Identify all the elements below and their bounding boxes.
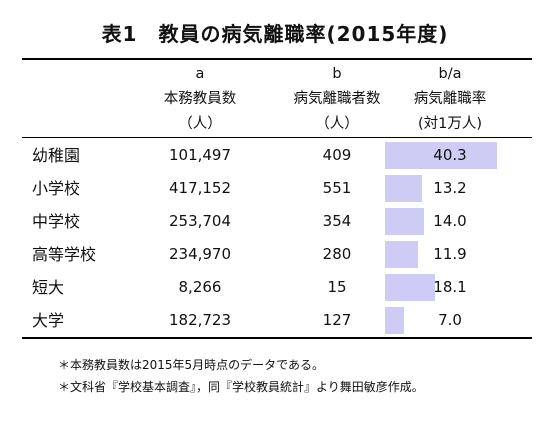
staff-count: 101,497 <box>168 146 232 164</box>
rate-bar <box>385 274 435 301</box>
staff-count: 8,266 <box>178 278 222 296</box>
header-rule <box>22 137 532 138</box>
column-label: 病気離職者数 <box>293 91 381 107</box>
sick-count: 551 <box>322 179 352 197</box>
table-title: 表1 教員の病気離職率(2015年度) <box>101 22 449 46</box>
rate-bar <box>385 208 424 235</box>
table-row: 高等学校 234,970 280 11.9 <box>22 238 532 271</box>
row-label: 小学校 <box>32 179 81 198</box>
row-label: 短大 <box>32 278 65 297</box>
rate-value: 7.0 <box>438 311 462 329</box>
sick-count: 409 <box>322 146 352 164</box>
rate-value: 13.2 <box>433 179 467 197</box>
rate-value: 11.9 <box>433 245 467 263</box>
rate-bar <box>385 307 404 334</box>
table-row: 小学校 417,152 551 13.2 <box>22 172 532 205</box>
staff-count: 253,704 <box>168 212 232 230</box>
footnote-date: ＊本務教員数は2015年5月時点のデータである。 <box>58 358 325 372</box>
row-label: 中学校 <box>32 212 81 231</box>
table-row: 幼稚園 101,497 409 40.3 <box>22 139 532 172</box>
rate-bar <box>385 142 497 169</box>
column-label: 病気離職率 <box>413 91 487 107</box>
column-key: b <box>332 66 342 82</box>
table-row: 中学校 253,704 354 14.0 <box>22 205 532 238</box>
rate-value: 40.3 <box>433 146 467 164</box>
column-header-rate: b/a 病気離職率 (対1万人) <box>385 62 515 137</box>
row-label: 幼稚園 <box>32 146 81 165</box>
column-unit: （人） <box>178 116 222 132</box>
staff-count: 234,970 <box>168 245 232 263</box>
rate-value: 18.1 <box>433 278 467 296</box>
staff-count: 417,152 <box>168 179 232 197</box>
footnote-source: ＊文科省『学校基本調査』，同『学校教員統計』より舞田敏彦作成。 <box>58 380 424 394</box>
column-unit: （人） <box>315 116 359 132</box>
top-rule <box>22 58 532 60</box>
sick-count: 354 <box>322 212 352 230</box>
row-label: 高等学校 <box>32 245 97 264</box>
column-key: a <box>195 66 205 82</box>
column-header-staff: a 本務教員数 （人） <box>142 62 258 137</box>
table-row: 短大 8,266 15 18.1 <box>22 271 532 304</box>
bottom-rule <box>22 337 532 339</box>
column-header-sick: b 病気離職者数 （人） <box>272 62 402 137</box>
staff-count: 182,723 <box>168 311 232 329</box>
column-unit: (対1万人) <box>417 116 483 132</box>
column-key: b/a <box>438 66 462 82</box>
row-label: 大学 <box>32 311 65 330</box>
table-row: 大学 182,723 127 7.0 <box>22 304 532 337</box>
sick-count: 127 <box>322 311 352 329</box>
sick-count: 15 <box>327 278 347 296</box>
rate-bar <box>385 241 418 268</box>
rate-bar <box>385 175 422 202</box>
column-label: 本務教員数 <box>163 91 237 107</box>
rate-value: 14.0 <box>433 212 467 230</box>
sick-count: 280 <box>322 245 352 263</box>
